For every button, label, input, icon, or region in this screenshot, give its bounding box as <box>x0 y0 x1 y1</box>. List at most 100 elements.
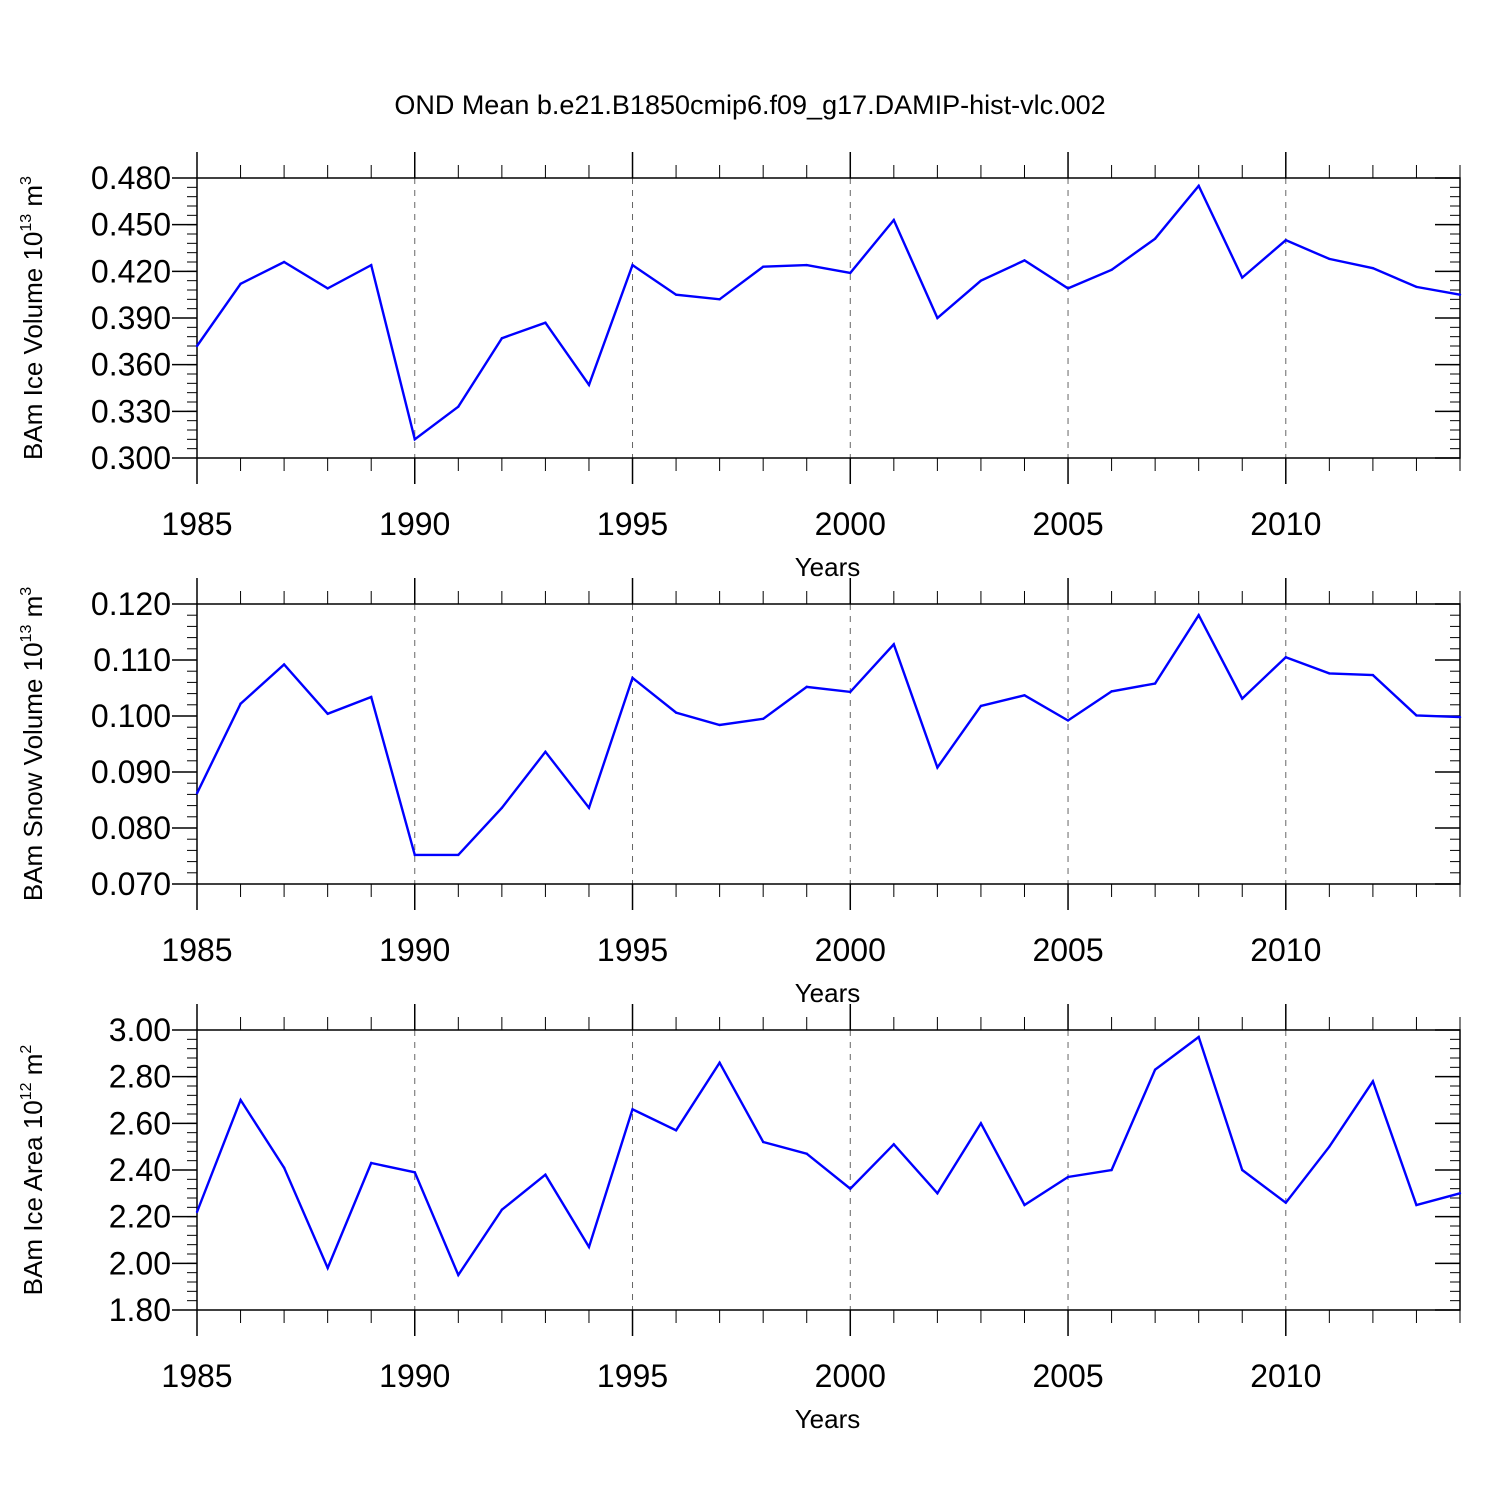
y-axis-label-unit: m <box>18 596 48 625</box>
data-point <box>1066 1175 1070 1179</box>
data-point <box>1241 697 1244 700</box>
panel-ice-area: 1.80 2.00 2.20 2.40 2.60 2.80 3.00 1985 1990 1995… <box>18 1004 1462 1434</box>
data-point <box>936 766 939 769</box>
data-point <box>1110 1168 1113 1172</box>
data-point <box>500 337 504 340</box>
data-point <box>674 1129 678 1132</box>
data-point <box>1458 715 1462 719</box>
data-point <box>936 1192 939 1195</box>
data-point <box>761 265 765 268</box>
x-tick-label: 2010 <box>1250 1358 1321 1394</box>
data-point <box>370 1161 373 1165</box>
x-tick-label: 2005 <box>1032 506 1103 542</box>
x-tick-label: 2005 <box>1032 1358 1103 1394</box>
data-point <box>631 1108 634 1111</box>
data-point <box>1110 268 1113 271</box>
x-tick-label: 2000 <box>815 932 886 968</box>
data-point <box>544 321 547 324</box>
data-point <box>282 260 286 264</box>
data-point <box>1241 1168 1244 1172</box>
data-point <box>1371 673 1375 677</box>
data-point <box>1415 285 1418 289</box>
x-tick-label: 1985 <box>161 1358 232 1394</box>
x-tick-label: 1985 <box>161 506 232 542</box>
panel-snow-volume: 0.070 0.080 0.090 0.100 0.110 0.120 1985 1990 19… <box>18 578 1462 1008</box>
series-line <box>195 612 1461 857</box>
data-point <box>805 1152 808 1155</box>
data-point <box>1328 257 1331 261</box>
x-tick-label: 1995 <box>597 932 668 968</box>
data-point <box>457 405 460 408</box>
x-tick-label: 2000 <box>815 506 886 542</box>
data-point <box>718 723 721 727</box>
data-point <box>1153 237 1157 240</box>
data-point <box>500 806 504 810</box>
data-point <box>979 704 983 708</box>
y-axis-label-unit: m <box>18 1054 48 1083</box>
data-point <box>239 282 242 285</box>
x-axis-label: Years <box>795 1404 861 1434</box>
data-point <box>1284 239 1287 242</box>
y-axis-label: BAm Ice Area 1012 m2 <box>18 1045 48 1296</box>
data-point <box>413 438 416 441</box>
data-point <box>587 806 591 810</box>
data-point <box>1371 267 1375 270</box>
y-tick-label: 0.090 <box>91 754 171 790</box>
data-point <box>1415 714 1418 717</box>
data-point <box>1197 184 1200 187</box>
data-point <box>849 1187 852 1190</box>
data-point <box>1371 1080 1375 1083</box>
x-tick-label: 1990 <box>379 506 450 542</box>
data-point <box>1328 1145 1331 1148</box>
y-axis-label-exponent: 12 <box>18 1082 35 1100</box>
data-point <box>849 271 852 275</box>
data-point <box>718 1061 721 1064</box>
y-axis-label-unit-exponent: 3 <box>18 176 35 185</box>
data-point <box>1284 1201 1287 1204</box>
data-point <box>195 1210 199 1214</box>
y-tick-label: 2.80 <box>109 1059 171 1095</box>
data-point <box>892 1143 896 1146</box>
data-point <box>195 792 199 795</box>
y-axis-label-main: BAm Snow Volume 10 <box>18 642 48 901</box>
x-axis-label: Years <box>795 552 861 582</box>
data-point <box>1197 1035 1200 1039</box>
series-line <box>195 1035 1461 1278</box>
data-point <box>1197 614 1200 617</box>
y-axis-label-main: BAm Ice Volume 10 <box>18 232 48 460</box>
data-point <box>457 1273 460 1277</box>
y-tick-label: 3.00 <box>109 1012 171 1048</box>
y-tick-label: 0.110 <box>93 642 171 678</box>
data-point <box>1153 1068 1157 1071</box>
y-tick-label: 2.60 <box>109 1105 171 1141</box>
y-axis-label-unit: m <box>18 185 48 214</box>
data-point <box>1110 690 1113 693</box>
y-tick-label: 0.100 <box>91 698 171 734</box>
data-point <box>457 853 460 857</box>
data-point <box>239 1098 242 1102</box>
data-point <box>544 750 547 754</box>
y-axis-label: BAm Snow Volume 1013 m3 <box>18 587 48 901</box>
y-axis-label-main: BAm Ice Area 10 <box>18 1100 48 1295</box>
panel-ice-volume: 0.300 0.330 0.360 0.390 0.420 0.450 0.480 1985 1… <box>18 152 1462 582</box>
data-point <box>761 717 765 720</box>
y-tick-label: 2.00 <box>109 1245 171 1281</box>
data-point <box>1153 682 1157 685</box>
x-tick-label: 1985 <box>161 932 232 968</box>
y-tick-label: 0.080 <box>91 810 171 846</box>
y-tick-label: 2.20 <box>109 1199 171 1235</box>
data-point <box>326 287 329 290</box>
data-point <box>239 702 242 705</box>
data-point <box>500 1208 504 1211</box>
data-point <box>1415 1203 1418 1207</box>
y-tick-label: 0.070 <box>91 866 171 902</box>
x-tick-label: 2010 <box>1250 932 1321 968</box>
y-tick-label: 2.40 <box>109 1152 171 1188</box>
data-point <box>674 293 678 296</box>
data-point <box>849 690 852 694</box>
y-tick-label: 0.450 <box>91 207 171 243</box>
x-tick-label: 2005 <box>1032 932 1103 968</box>
y-tick-label: 0.480 <box>91 160 171 196</box>
